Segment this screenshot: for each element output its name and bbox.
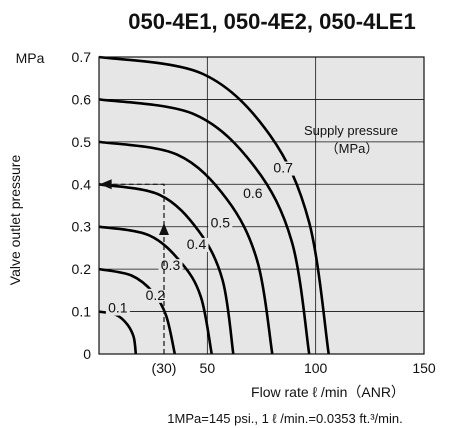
legend-title-line1: Supply pressure (304, 123, 398, 138)
curve-label-bg (143, 288, 168, 303)
y-tick-label: 0.4 (72, 176, 92, 192)
y-unit-label: MPa (16, 50, 45, 66)
plot-area (99, 57, 424, 354)
example-path (99, 179, 169, 354)
curve-label-bg (240, 187, 265, 202)
curve-label-0.5: 0.5 (211, 215, 231, 231)
x-tick-labels: 50 100 150 (30) (152, 360, 436, 376)
plot-frame (98, 56, 425, 355)
x-axis-label: Flow rate ℓ /min（ANR） (251, 384, 405, 400)
y-tick-label: 0 (83, 346, 91, 362)
chart-title: 050-4E1, 050-4E2, 050-4LE1 (128, 9, 415, 34)
y-tick-label: 0.5 (72, 134, 92, 150)
legend-title-line2: （MPa） (326, 141, 379, 156)
curve-labels: 0.1 0.2 0.3 0.40.5 0.6 0.7 (105, 160, 296, 316)
y-tick-label: 0.1 (72, 304, 92, 320)
y-tick-label: 0.3 (72, 219, 92, 235)
curves (98, 55, 330, 355)
supply-curve-0.4 (98, 183, 235, 355)
curve-label-bg (208, 216, 233, 231)
example-dashed-line (99, 183, 165, 354)
curve-label-bg (271, 161, 296, 176)
supply-curve-0.7 (98, 55, 330, 355)
x-tick-label: 150 (412, 360, 436, 376)
curve-label-0.7: 0.7 (273, 160, 293, 176)
supply-curve-0.5 (98, 140, 274, 355)
y-tick-labels: 0.1 0.2 0.3 0.4 0.5 0.6 0.7 0 (72, 49, 92, 362)
x-tick-label: 50 (200, 360, 216, 376)
y-tick-label: 0.2 (72, 261, 92, 277)
footnote: 1MPa=145 psi., 1 ℓ /min.=0.0353 ft.³/min… (167, 411, 402, 426)
curve-label-0.4: 0.4 (187, 236, 207, 252)
x-tick-label: 100 (304, 360, 328, 376)
curve-label-0.2: 0.2 (146, 287, 166, 303)
y-tick-label: 0.6 (72, 91, 92, 107)
arrow-up-icon (159, 222, 169, 235)
curve-label-0.1: 0.1 (108, 300, 128, 316)
y-tick-label: 0.7 (72, 49, 92, 65)
y-axis-label: Valve outlet pressure (7, 155, 23, 286)
arrow-left-icon (99, 179, 112, 190)
curve-label-bg (184, 237, 209, 252)
curve-label-bg (105, 301, 130, 316)
supply-curve-0.6 (98, 98, 311, 355)
x-tick-label-example: (30) (152, 360, 177, 376)
curve-label-0.6: 0.6 (243, 185, 263, 201)
curve-label-0.3: 0.3 (161, 257, 181, 273)
